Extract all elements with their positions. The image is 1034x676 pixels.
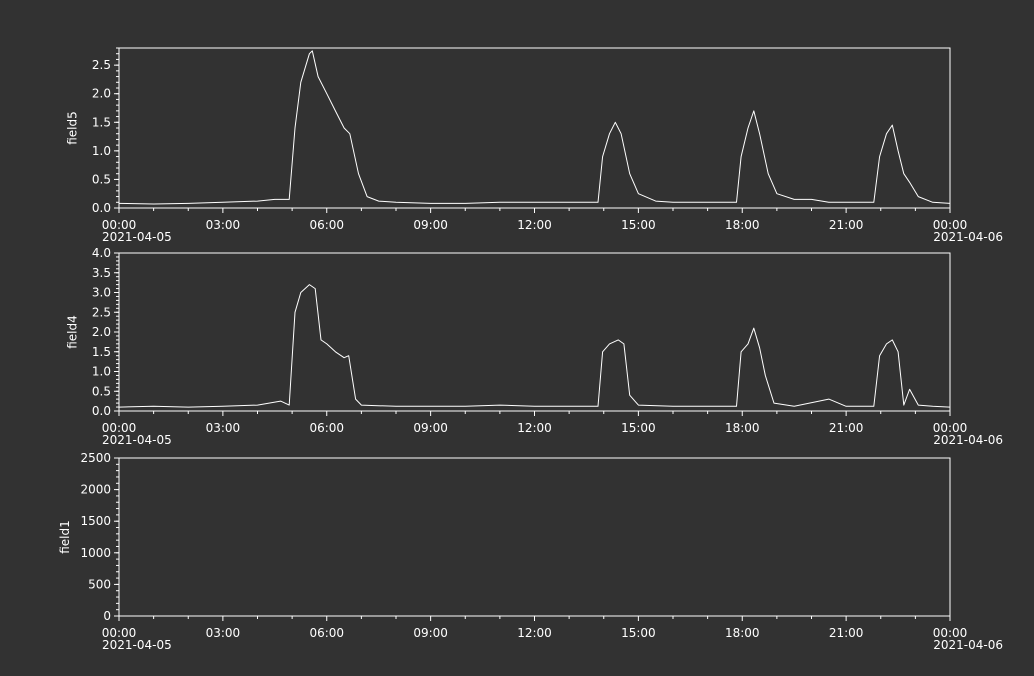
x-tick-label: 15:00 — [621, 626, 656, 640]
y-tick-label: 2500 — [80, 451, 111, 465]
chart-panel-2: 00:00 03:00 06:00 09:00 12:00 15:00 18:00 21:00… — [66, 246, 1004, 447]
x-tick-label: 06:00 — [309, 218, 344, 232]
x-tick-label: 18:00 — [725, 218, 760, 232]
x-tick-label: 21:00 — [829, 626, 864, 640]
chart-panel-1: 00:00 03:00 06:00 09:00 12:00 15:00 18:00 21:00… — [66, 47, 1003, 244]
y-axis-label: field5 — [66, 111, 80, 145]
y-tick-label: 3.5 — [92, 266, 111, 280]
chart-panel-3: 00:00 03:00 06:00 09:00 12:00 15:00 18:00 21:00… — [58, 451, 1003, 652]
x-tick-label: 00:00 — [102, 218, 137, 232]
x-tick-label: 12:00 — [517, 626, 552, 640]
x-tick-label: 21:00 — [829, 218, 864, 232]
date-label-end: 2021-04-06 — [933, 433, 1003, 447]
date-label-start: 2021-04-05 — [102, 230, 172, 244]
y-tick-label: 1.0 — [92, 144, 111, 158]
plot-frame — [118, 47, 951, 209]
x-tick-label: 09:00 — [413, 626, 448, 640]
series-line-1 — [118, 284, 951, 408]
y-tick-label: 2.0 — [92, 87, 111, 101]
x-tick-label: 21:00 — [829, 421, 864, 435]
x-tick-label: 18:00 — [725, 421, 760, 435]
y-tick-label: 0.5 — [92, 384, 111, 398]
y-tick-label: 1000 — [80, 546, 111, 560]
y-tick-label: 2.0 — [92, 325, 111, 339]
x-tick-label: 15:00 — [621, 421, 656, 435]
y-tick-label: 1500 — [80, 514, 111, 528]
y-tick-label: 1.5 — [92, 115, 111, 129]
x-tick-label: 03:00 — [206, 218, 241, 232]
plot-frame — [118, 252, 951, 412]
y-tick-label: 2.5 — [92, 305, 111, 319]
date-label-end: 2021-04-06 — [933, 230, 1003, 244]
date-label-start: 2021-04-05 — [102, 638, 172, 652]
x-tick-label: 00:00 — [933, 421, 968, 435]
x-tick-label: 06:00 — [309, 421, 344, 435]
y-tick-label: 4.0 — [92, 246, 111, 260]
series-line-1 — [118, 50, 951, 205]
x-tick-label: 00:00 — [933, 218, 968, 232]
date-label-end: 2021-04-06 — [933, 638, 1003, 652]
y-tick-label: 0 — [103, 609, 111, 623]
y-tick-label: 2.5 — [92, 58, 111, 72]
x-tick-label: 15:00 — [621, 218, 656, 232]
x-tick-label: 09:00 — [413, 218, 448, 232]
y-tick-label: 0.5 — [92, 172, 111, 186]
x-tick-label: 12:00 — [517, 218, 552, 232]
date-label-start: 2021-04-05 — [102, 433, 172, 447]
y-tick-label: 0.0 — [92, 201, 111, 215]
x-tick-label: 00:00 — [933, 626, 968, 640]
x-tick-label: 09:00 — [413, 421, 448, 435]
y-axis-label: field1 — [58, 520, 72, 554]
y-tick-label: 0.0 — [92, 404, 111, 418]
x-tick-label: 00:00 — [102, 626, 137, 640]
y-tick-label: 500 — [88, 577, 111, 591]
x-tick-label: 06:00 — [309, 626, 344, 640]
x-tick-label: 00:00 — [102, 421, 137, 435]
y-tick-label: 1.5 — [92, 345, 111, 359]
x-tick-label: 12:00 — [517, 421, 552, 435]
x-tick-label: 03:00 — [206, 421, 241, 435]
y-tick-label: 1.0 — [92, 365, 111, 379]
y-tick-label: 2000 — [80, 483, 111, 497]
x-tick-label: 03:00 — [206, 626, 241, 640]
y-axis-label: field4 — [66, 315, 80, 349]
x-tick-label: 18:00 — [725, 626, 760, 640]
plot-frame — [118, 457, 951, 617]
y-tick-label: 3.0 — [92, 286, 111, 300]
